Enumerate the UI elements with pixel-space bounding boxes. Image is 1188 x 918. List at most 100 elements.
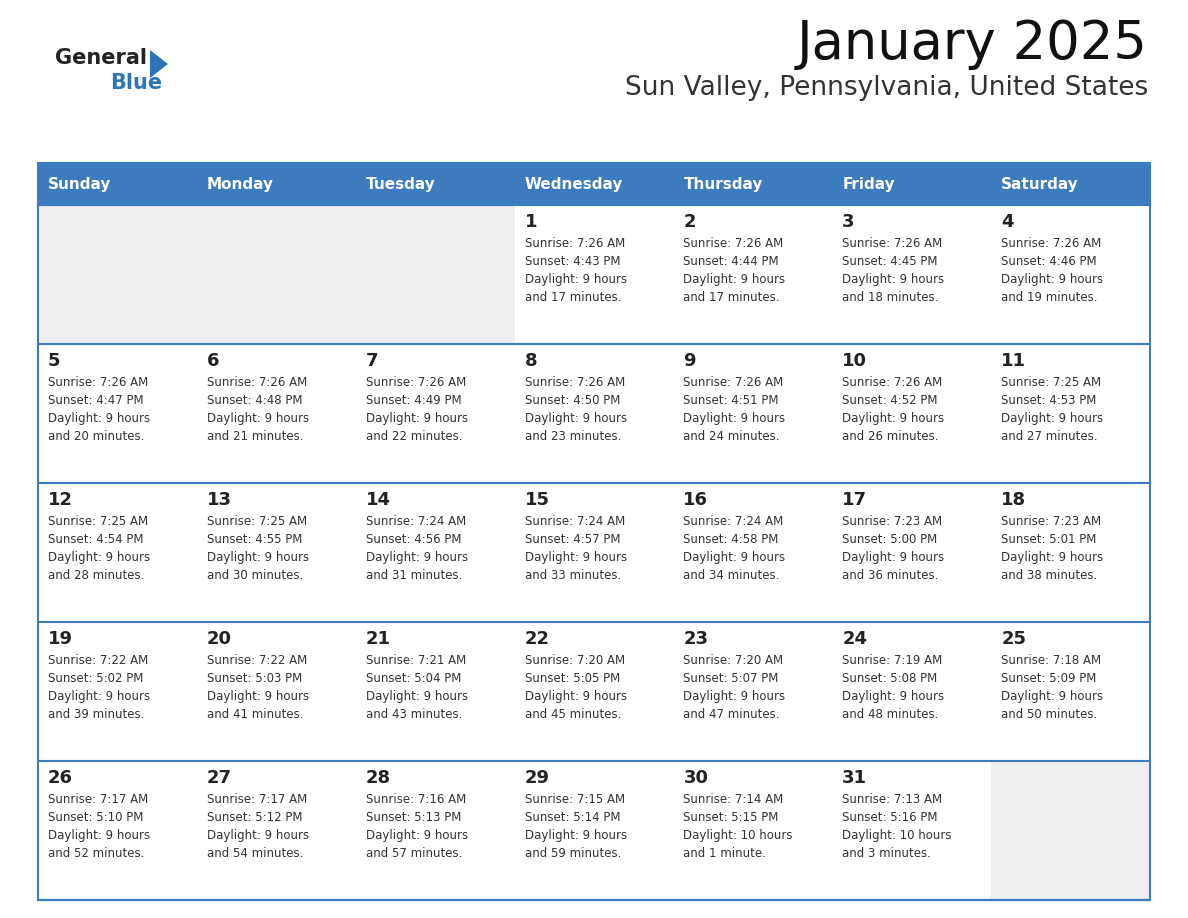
Bar [674,483,833,622]
Text: 13: 13 [207,491,232,509]
Bar [833,622,991,761]
Bar [355,483,514,622]
Text: Sunrise: 7:26 AM
Sunset: 4:46 PM
Daylight: 9 hours
and 19 minutes.: Sunrise: 7:26 AM Sunset: 4:46 PM Dayligh… [1001,237,1104,304]
Text: 6: 6 [207,352,220,370]
Text: Sunrise: 7:23 AM
Sunset: 5:01 PM
Daylight: 9 hours
and 38 minutes.: Sunrise: 7:23 AM Sunset: 5:01 PM Dayligh… [1001,515,1104,582]
Text: Sunrise: 7:25 AM
Sunset: 4:53 PM
Daylight: 9 hours
and 27 minutes.: Sunrise: 7:25 AM Sunset: 4:53 PM Dayligh… [1001,376,1104,443]
Text: Sunrise: 7:26 AM
Sunset: 4:47 PM
Daylight: 9 hours
and 20 minutes.: Sunrise: 7:26 AM Sunset: 4:47 PM Dayligh… [48,376,150,443]
Bar [514,483,674,622]
Bar [514,622,674,761]
Text: 21: 21 [366,630,391,648]
Bar [38,483,197,622]
Bar [514,344,674,483]
Text: 12: 12 [48,491,72,509]
Bar [674,761,833,900]
Bar [38,761,197,900]
Bar [38,344,197,483]
Bar [355,483,514,622]
Bar [355,761,514,900]
Bar [674,205,833,344]
Bar [674,163,833,205]
Text: 27: 27 [207,769,232,787]
Bar [833,163,991,205]
Text: Sunrise: 7:20 AM
Sunset: 5:07 PM
Daylight: 9 hours
and 47 minutes.: Sunrise: 7:20 AM Sunset: 5:07 PM Dayligh… [683,654,785,721]
Text: 1: 1 [525,213,537,231]
Bar [674,205,833,344]
Text: Sunrise: 7:26 AM
Sunset: 4:52 PM
Daylight: 9 hours
and 26 minutes.: Sunrise: 7:26 AM Sunset: 4:52 PM Dayligh… [842,376,944,443]
Bar [514,622,674,761]
Text: 14: 14 [366,491,391,509]
Bar [991,483,1150,622]
Bar [197,483,355,622]
Bar [674,344,833,483]
Polygon shape [150,50,168,78]
Text: 10: 10 [842,352,867,370]
Bar [38,622,197,761]
Bar [197,344,355,483]
Text: 28: 28 [366,769,391,787]
Text: Sun Valley, Pennsylvania, United States: Sun Valley, Pennsylvania, United States [625,75,1148,101]
Text: Sunrise: 7:26 AM
Sunset: 4:48 PM
Daylight: 9 hours
and 21 minutes.: Sunrise: 7:26 AM Sunset: 4:48 PM Dayligh… [207,376,309,443]
Text: Sunrise: 7:26 AM
Sunset: 4:49 PM
Daylight: 9 hours
and 22 minutes.: Sunrise: 7:26 AM Sunset: 4:49 PM Dayligh… [366,376,468,443]
Bar [833,483,991,622]
Bar [833,205,991,344]
Text: Sunrise: 7:17 AM
Sunset: 5:12 PM
Daylight: 9 hours
and 54 minutes.: Sunrise: 7:17 AM Sunset: 5:12 PM Dayligh… [207,793,309,860]
Text: 23: 23 [683,630,708,648]
Text: January 2025: January 2025 [797,18,1148,70]
Text: Thursday: Thursday [683,176,763,192]
Bar [197,163,355,205]
Bar [514,761,674,900]
Text: Wednesday: Wednesday [525,176,623,192]
Text: 7: 7 [366,352,378,370]
Text: 20: 20 [207,630,232,648]
Bar [38,483,197,622]
Bar [514,163,674,205]
Bar [833,205,991,344]
Bar [197,205,355,344]
Text: Sunrise: 7:26 AM
Sunset: 4:43 PM
Daylight: 9 hours
and 17 minutes.: Sunrise: 7:26 AM Sunset: 4:43 PM Dayligh… [525,237,627,304]
Text: Sunrise: 7:22 AM
Sunset: 5:02 PM
Daylight: 9 hours
and 39 minutes.: Sunrise: 7:22 AM Sunset: 5:02 PM Dayligh… [48,654,150,721]
Bar [991,761,1150,900]
Bar [674,622,833,761]
Text: Saturday: Saturday [1001,176,1079,192]
Text: Blue: Blue [110,73,162,93]
Bar [514,761,674,900]
Text: 29: 29 [525,769,550,787]
Bar [38,761,197,900]
Bar [991,622,1150,761]
Text: Sunrise: 7:24 AM
Sunset: 4:58 PM
Daylight: 9 hours
and 34 minutes.: Sunrise: 7:24 AM Sunset: 4:58 PM Dayligh… [683,515,785,582]
Text: 18: 18 [1001,491,1026,509]
Bar [674,344,833,483]
Bar [197,344,355,483]
Bar [355,344,514,483]
Bar [833,761,991,900]
Bar [197,622,355,761]
Text: Sunrise: 7:26 AM
Sunset: 4:50 PM
Daylight: 9 hours
and 23 minutes.: Sunrise: 7:26 AM Sunset: 4:50 PM Dayligh… [525,376,627,443]
Text: Sunrise: 7:26 AM
Sunset: 4:44 PM
Daylight: 9 hours
and 17 minutes.: Sunrise: 7:26 AM Sunset: 4:44 PM Dayligh… [683,237,785,304]
Text: 16: 16 [683,491,708,509]
Bar [991,622,1150,761]
Text: Sunrise: 7:24 AM
Sunset: 4:56 PM
Daylight: 9 hours
and 31 minutes.: Sunrise: 7:24 AM Sunset: 4:56 PM Dayligh… [366,515,468,582]
Bar [355,163,514,205]
Text: Sunrise: 7:13 AM
Sunset: 5:16 PM
Daylight: 10 hours
and 3 minutes.: Sunrise: 7:13 AM Sunset: 5:16 PM Dayligh… [842,793,952,860]
Text: 8: 8 [525,352,537,370]
Bar [197,761,355,900]
Bar [355,622,514,761]
Bar [674,483,833,622]
Text: Sunrise: 7:20 AM
Sunset: 5:05 PM
Daylight: 9 hours
and 45 minutes.: Sunrise: 7:20 AM Sunset: 5:05 PM Dayligh… [525,654,627,721]
Bar [833,622,991,761]
Bar [197,761,355,900]
Bar [38,344,197,483]
Bar [674,761,833,900]
Text: 31: 31 [842,769,867,787]
Text: 4: 4 [1001,213,1013,231]
Text: Sunrise: 7:15 AM
Sunset: 5:14 PM
Daylight: 9 hours
and 59 minutes.: Sunrise: 7:15 AM Sunset: 5:14 PM Dayligh… [525,793,627,860]
Text: 17: 17 [842,491,867,509]
Text: 11: 11 [1001,352,1026,370]
Bar [355,344,514,483]
Text: 9: 9 [683,352,696,370]
Bar [355,205,514,344]
Bar [674,622,833,761]
Bar [833,344,991,483]
Bar [38,163,1150,900]
